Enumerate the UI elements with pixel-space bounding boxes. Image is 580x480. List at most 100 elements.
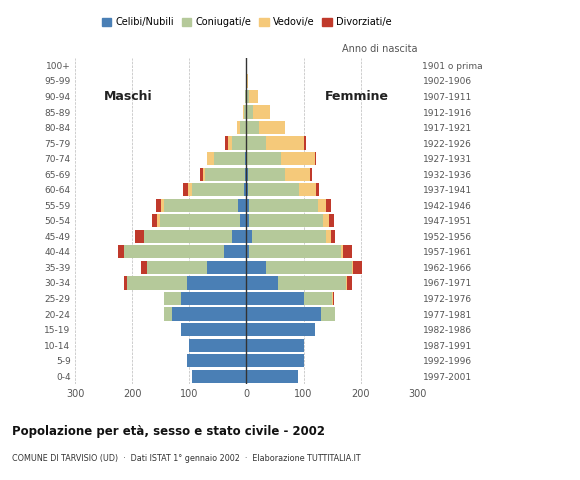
Bar	[183, 183, 188, 196]
Bar	[193, 370, 246, 383]
Bar	[246, 354, 303, 367]
Bar	[246, 74, 248, 87]
Bar	[190, 338, 246, 352]
Text: COMUNE DI TARVISIO (UD)  ·  Dati ISTAT 1° gennaio 2002  ·  Elaborazione TUTTITAL: COMUNE DI TARVISIO (UD) · Dati ISTAT 1° …	[12, 454, 360, 463]
Bar	[164, 292, 181, 305]
Bar	[245, 90, 246, 103]
Bar	[332, 292, 333, 305]
Bar	[160, 214, 240, 228]
Bar	[246, 230, 252, 243]
Bar	[246, 121, 259, 134]
Legend: Celibi/Nubili, Coniugati/e, Vedovi/e, Divorziati/e: Celibi/Nubili, Coniugati/e, Vedovi/e, Di…	[98, 13, 395, 31]
Bar	[214, 152, 245, 165]
Bar	[259, 121, 285, 134]
Text: Anno di nascita: Anno di nascita	[342, 44, 418, 54]
Bar	[246, 90, 249, 103]
Bar	[340, 245, 343, 259]
Bar	[246, 323, 315, 336]
Bar	[266, 136, 303, 150]
Bar	[246, 136, 266, 150]
Bar	[249, 90, 258, 103]
Bar	[232, 230, 246, 243]
Bar	[200, 168, 202, 181]
Bar	[246, 308, 321, 321]
Bar	[246, 338, 303, 352]
Bar	[303, 292, 332, 305]
Bar	[188, 183, 193, 196]
Bar	[281, 152, 315, 165]
Bar	[193, 183, 244, 196]
Bar	[126, 276, 187, 289]
Bar	[246, 199, 249, 212]
Bar	[352, 261, 353, 274]
Bar	[343, 245, 352, 259]
Text: Femmine: Femmine	[325, 90, 389, 103]
Bar	[181, 292, 246, 305]
Bar	[248, 168, 285, 181]
Bar	[157, 214, 160, 228]
Bar	[144, 230, 232, 243]
Text: Popolazione per età, sesso e stato civile - 2002: Popolazione per età, sesso e stato civil…	[12, 425, 325, 438]
Bar	[299, 183, 316, 196]
Bar	[285, 168, 310, 181]
Bar	[225, 136, 228, 150]
Bar	[172, 308, 246, 321]
Bar	[246, 168, 248, 181]
Bar	[161, 199, 164, 212]
Bar	[246, 214, 249, 228]
Bar	[242, 106, 244, 119]
Bar	[316, 183, 319, 196]
Bar	[248, 183, 299, 196]
Bar	[124, 245, 224, 259]
Bar	[157, 199, 161, 212]
Bar	[246, 276, 278, 289]
Bar	[327, 199, 331, 212]
Bar	[246, 245, 249, 259]
Bar	[207, 152, 214, 165]
Bar	[303, 136, 306, 150]
Bar	[331, 230, 335, 243]
Bar	[246, 106, 253, 119]
Bar	[246, 152, 281, 165]
Bar	[164, 308, 172, 321]
Bar	[135, 230, 144, 243]
Bar	[187, 276, 246, 289]
Bar	[141, 261, 147, 274]
Bar	[333, 292, 334, 305]
Bar	[246, 370, 298, 383]
Bar	[153, 214, 157, 228]
Bar	[329, 214, 334, 228]
Bar	[228, 136, 232, 150]
Bar	[202, 168, 205, 181]
Bar	[252, 230, 327, 243]
Bar	[232, 136, 246, 150]
Bar	[124, 276, 126, 289]
Bar	[205, 168, 245, 181]
Bar	[246, 292, 303, 305]
Bar	[206, 261, 246, 274]
Bar	[246, 261, 266, 274]
Bar	[318, 199, 327, 212]
Bar	[249, 199, 318, 212]
Bar	[238, 199, 246, 212]
Text: Maschi: Maschi	[104, 90, 153, 103]
Bar	[237, 121, 240, 134]
Bar	[315, 152, 316, 165]
Bar	[240, 121, 246, 134]
Bar	[147, 261, 206, 274]
Bar	[324, 214, 329, 228]
Bar	[187, 354, 246, 367]
Bar	[164, 199, 238, 212]
Bar	[321, 308, 335, 321]
Bar	[245, 152, 246, 165]
Bar	[266, 261, 352, 274]
Bar	[118, 245, 124, 259]
Bar	[224, 245, 246, 259]
Bar	[246, 183, 248, 196]
Bar	[245, 168, 246, 181]
Bar	[347, 276, 352, 289]
Bar	[240, 214, 246, 228]
Bar	[253, 106, 270, 119]
Bar	[310, 168, 311, 181]
Bar	[353, 261, 362, 274]
